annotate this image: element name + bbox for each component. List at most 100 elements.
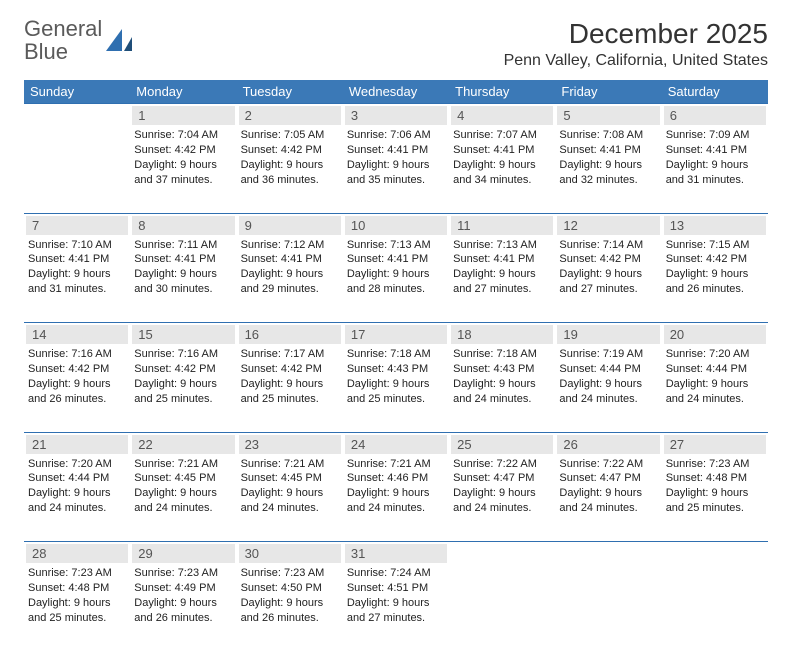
day-number: 27 bbox=[664, 435, 766, 454]
day-number: 20 bbox=[664, 325, 766, 344]
day-cell: Sunrise: 7:17 AMSunset: 4:42 PMDaylight:… bbox=[237, 344, 343, 432]
day-number-cell: 1 bbox=[130, 104, 236, 126]
day-number: 13 bbox=[664, 216, 766, 235]
day-number-cell bbox=[449, 542, 555, 564]
day-number-cell: 12 bbox=[555, 213, 661, 235]
day-cell: Sunrise: 7:11 AMSunset: 4:41 PMDaylight:… bbox=[130, 235, 236, 323]
day-cell: Sunrise: 7:23 AMSunset: 4:49 PMDaylight:… bbox=[130, 563, 236, 651]
day-details: Sunrise: 7:22 AMSunset: 4:47 PMDaylight:… bbox=[453, 456, 551, 516]
day-number-cell: 9 bbox=[237, 213, 343, 235]
day-number: 3 bbox=[345, 106, 447, 125]
day-details: Sunrise: 7:23 AMSunset: 4:49 PMDaylight:… bbox=[134, 565, 232, 625]
sail-icon bbox=[104, 27, 134, 55]
day-details: Sunrise: 7:07 AMSunset: 4:41 PMDaylight:… bbox=[453, 127, 551, 187]
day-details: Sunrise: 7:10 AMSunset: 4:41 PMDaylight:… bbox=[28, 237, 126, 297]
day-details: Sunrise: 7:23 AMSunset: 4:48 PMDaylight:… bbox=[666, 456, 764, 516]
day-number-row: 28293031 bbox=[24, 542, 768, 564]
day-number-cell: 21 bbox=[24, 432, 130, 454]
logo-text: General Blue bbox=[24, 18, 102, 64]
day-cell: Sunrise: 7:09 AMSunset: 4:41 PMDaylight:… bbox=[662, 125, 768, 213]
day-number-cell: 27 bbox=[662, 432, 768, 454]
day-number-cell bbox=[662, 542, 768, 564]
day-number: 2 bbox=[239, 106, 341, 125]
day-number-cell: 22 bbox=[130, 432, 236, 454]
weekday-header: Tuesday bbox=[237, 80, 343, 104]
brand-logo: General Blue bbox=[24, 18, 134, 64]
day-details: Sunrise: 7:22 AMSunset: 4:47 PMDaylight:… bbox=[559, 456, 657, 516]
day-number: 19 bbox=[557, 325, 659, 344]
day-cell: Sunrise: 7:13 AMSunset: 4:41 PMDaylight:… bbox=[449, 235, 555, 323]
day-cell bbox=[449, 563, 555, 651]
day-details: Sunrise: 7:23 AMSunset: 4:50 PMDaylight:… bbox=[241, 565, 339, 625]
month-title: December 2025 bbox=[504, 18, 768, 50]
day-number: 11 bbox=[451, 216, 553, 235]
day-number: 12 bbox=[557, 216, 659, 235]
day-cell: Sunrise: 7:16 AMSunset: 4:42 PMDaylight:… bbox=[24, 344, 130, 432]
day-cell: Sunrise: 7:20 AMSunset: 4:44 PMDaylight:… bbox=[662, 344, 768, 432]
day-number-cell: 16 bbox=[237, 323, 343, 345]
day-number: 10 bbox=[345, 216, 447, 235]
day-details: Sunrise: 7:19 AMSunset: 4:44 PMDaylight:… bbox=[559, 346, 657, 406]
day-details: Sunrise: 7:23 AMSunset: 4:48 PMDaylight:… bbox=[28, 565, 126, 625]
day-number: 24 bbox=[345, 435, 447, 454]
day-cell: Sunrise: 7:12 AMSunset: 4:41 PMDaylight:… bbox=[237, 235, 343, 323]
day-number: 23 bbox=[239, 435, 341, 454]
day-cell: Sunrise: 7:07 AMSunset: 4:41 PMDaylight:… bbox=[449, 125, 555, 213]
day-number: 16 bbox=[239, 325, 341, 344]
day-number-cell: 23 bbox=[237, 432, 343, 454]
day-details: Sunrise: 7:18 AMSunset: 4:43 PMDaylight:… bbox=[453, 346, 551, 406]
day-details: Sunrise: 7:13 AMSunset: 4:41 PMDaylight:… bbox=[347, 237, 445, 297]
day-cell: Sunrise: 7:20 AMSunset: 4:44 PMDaylight:… bbox=[24, 454, 130, 542]
weekday-header: Sunday bbox=[24, 80, 130, 104]
day-number-cell bbox=[24, 104, 130, 126]
location-label: Penn Valley, California, United States bbox=[504, 52, 768, 70]
day-number: 22 bbox=[132, 435, 234, 454]
day-cell: Sunrise: 7:23 AMSunset: 4:48 PMDaylight:… bbox=[662, 454, 768, 542]
day-cell: Sunrise: 7:04 AMSunset: 4:42 PMDaylight:… bbox=[130, 125, 236, 213]
day-details: Sunrise: 7:13 AMSunset: 4:41 PMDaylight:… bbox=[453, 237, 551, 297]
day-number-cell: 15 bbox=[130, 323, 236, 345]
weekday-header: Friday bbox=[555, 80, 661, 104]
day-number: 8 bbox=[132, 216, 234, 235]
day-number-cell: 31 bbox=[343, 542, 449, 564]
day-cell: Sunrise: 7:23 AMSunset: 4:48 PMDaylight:… bbox=[24, 563, 130, 651]
day-number-cell: 28 bbox=[24, 542, 130, 564]
day-details: Sunrise: 7:09 AMSunset: 4:41 PMDaylight:… bbox=[666, 127, 764, 187]
day-number-row: 123456 bbox=[24, 104, 768, 126]
day-cell: Sunrise: 7:23 AMSunset: 4:50 PMDaylight:… bbox=[237, 563, 343, 651]
day-number-cell: 4 bbox=[449, 104, 555, 126]
day-number-cell: 13 bbox=[662, 213, 768, 235]
day-number: 17 bbox=[345, 325, 447, 344]
day-number-cell: 2 bbox=[237, 104, 343, 126]
day-number-cell: 6 bbox=[662, 104, 768, 126]
day-number-cell: 24 bbox=[343, 432, 449, 454]
day-cell: Sunrise: 7:10 AMSunset: 4:41 PMDaylight:… bbox=[24, 235, 130, 323]
day-number: 30 bbox=[239, 544, 341, 563]
day-number: 25 bbox=[451, 435, 553, 454]
day-number: 18 bbox=[451, 325, 553, 344]
day-number-row: 2122 2324252627 bbox=[24, 432, 768, 454]
day-cell: Sunrise: 7:22 AMSunset: 4:47 PMDaylight:… bbox=[449, 454, 555, 542]
day-details: Sunrise: 7:21 AMSunset: 4:45 PMDaylight:… bbox=[241, 456, 339, 516]
day-cell: Sunrise: 7:16 AMSunset: 4:42 PMDaylight:… bbox=[130, 344, 236, 432]
day-number-cell: 18 bbox=[449, 323, 555, 345]
page-header: General Blue December 2025 Penn Valley, … bbox=[24, 18, 768, 70]
day-number-cell: 26 bbox=[555, 432, 661, 454]
day-number-cell: 30 bbox=[237, 542, 343, 564]
day-cell: Sunrise: 7:13 AMSunset: 4:41 PMDaylight:… bbox=[343, 235, 449, 323]
day-content-row: Sunrise: 7:04 AMSunset: 4:42 PMDaylight:… bbox=[24, 125, 768, 213]
day-number-cell: 8 bbox=[130, 213, 236, 235]
day-details: Sunrise: 7:21 AMSunset: 4:46 PMDaylight:… bbox=[347, 456, 445, 516]
title-block: December 2025 Penn Valley, California, U… bbox=[504, 18, 768, 70]
day-content-row: Sunrise: 7:23 AMSunset: 4:48 PMDaylight:… bbox=[24, 563, 768, 651]
day-number-cell: 3 bbox=[343, 104, 449, 126]
day-number-row: 78910111213 bbox=[24, 213, 768, 235]
day-cell: Sunrise: 7:08 AMSunset: 4:41 PMDaylight:… bbox=[555, 125, 661, 213]
day-number-cell bbox=[555, 542, 661, 564]
day-details: Sunrise: 7:24 AMSunset: 4:51 PMDaylight:… bbox=[347, 565, 445, 625]
day-details: Sunrise: 7:16 AMSunset: 4:42 PMDaylight:… bbox=[28, 346, 126, 406]
day-details: Sunrise: 7:20 AMSunset: 4:44 PMDaylight:… bbox=[28, 456, 126, 516]
day-content-row: Sunrise: 7:10 AMSunset: 4:41 PMDaylight:… bbox=[24, 235, 768, 323]
day-cell: Sunrise: 7:24 AMSunset: 4:51 PMDaylight:… bbox=[343, 563, 449, 651]
day-number: 14 bbox=[26, 325, 128, 344]
